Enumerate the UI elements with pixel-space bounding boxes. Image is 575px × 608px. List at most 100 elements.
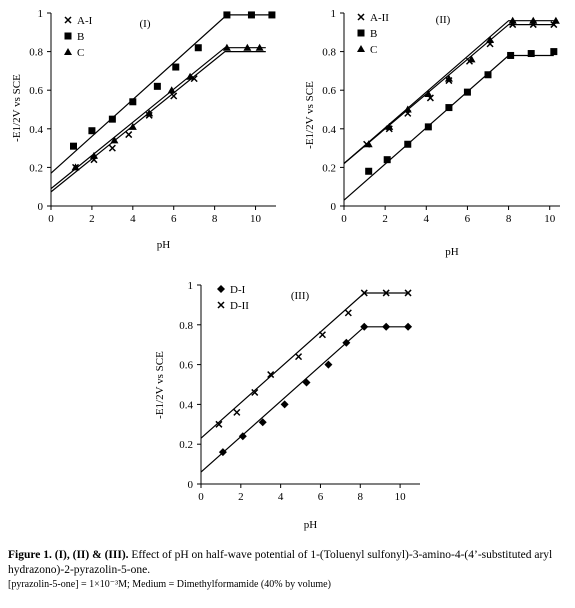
- data-point: [194, 44, 202, 52]
- data-point: [404, 322, 413, 331]
- caption-note: [pyrazolin-5-one] = 1×10⁻³M; Medium = Di…: [8, 579, 331, 590]
- data-point: [365, 167, 373, 175]
- fit-line-1: [343, 24, 554, 164]
- legend-entry: A-I: [77, 15, 93, 27]
- data-point: [508, 16, 517, 24]
- y-tick-label: 1: [38, 8, 44, 20]
- data-point: [424, 90, 433, 98]
- x-tick-label: 0: [48, 213, 54, 225]
- x-tick-label: 4: [130, 213, 136, 225]
- x-tick-label: 6: [171, 213, 177, 225]
- data-point: [486, 36, 495, 44]
- y-axis-label: -E1/2V vs SCE: [11, 74, 23, 142]
- y-tick-label: 0.2: [179, 439, 193, 451]
- legend-marker: [357, 29, 365, 37]
- x-tick-label: 2: [382, 213, 388, 225]
- figure-caption: Figure 1. (I), (II) & (III). Effect of p…: [8, 548, 570, 591]
- data-point: [223, 11, 231, 19]
- data-point: [403, 105, 412, 113]
- data-point: [463, 88, 471, 96]
- data-point: [484, 71, 492, 79]
- x-axis-label: pH: [157, 239, 171, 251]
- x-tick-label: 10: [395, 491, 407, 503]
- legend-marker: [357, 13, 365, 21]
- data-point: [527, 50, 535, 58]
- y-tick-label: 1: [331, 8, 337, 20]
- panel-label: (II): [436, 14, 451, 26]
- data-point: [251, 388, 259, 396]
- data-point: [186, 72, 195, 80]
- data-point: [89, 151, 98, 159]
- fit-line-1: [50, 50, 266, 193]
- fit-line-1: [200, 326, 409, 473]
- x-tick-label: 2: [89, 213, 95, 225]
- x-tick-label: 0: [341, 213, 347, 225]
- caption-text: Effect of pH on half-wave potential of 1…: [8, 549, 553, 576]
- data-point: [88, 127, 96, 135]
- y-tick-label: 0: [331, 201, 337, 213]
- x-tick-label: 6: [465, 213, 471, 225]
- x-tick-label: 4: [278, 491, 284, 503]
- y-tick-label: 0.8: [179, 320, 193, 332]
- data-point: [342, 338, 351, 347]
- data-point: [218, 448, 227, 457]
- data-point: [364, 140, 373, 148]
- data-point: [385, 122, 394, 130]
- legend-entry: D-I: [230, 284, 246, 296]
- data-point: [243, 43, 252, 51]
- y-tick-label: 0.6: [179, 360, 193, 372]
- data-point: [404, 140, 412, 148]
- legend-marker: [217, 285, 225, 293]
- y-tick-label: 0.2: [29, 162, 43, 174]
- data-point: [280, 400, 289, 409]
- data-point: [215, 420, 223, 428]
- panel-label: (III): [291, 290, 310, 302]
- data-point: [445, 104, 453, 112]
- data-point: [382, 289, 390, 297]
- x-tick-label: 8: [212, 213, 218, 225]
- data-point: [172, 63, 180, 71]
- x-axis-label: pH: [445, 246, 459, 258]
- data-point: [444, 74, 453, 82]
- legend-entry: C: [370, 44, 377, 56]
- data-point: [233, 408, 241, 416]
- data-point: [238, 432, 247, 441]
- y-tick-label: 1: [188, 280, 194, 292]
- data-point: [404, 289, 412, 297]
- y-tick-label: 0.6: [322, 85, 336, 97]
- data-point: [360, 289, 368, 297]
- y-tick-label: 0.4: [179, 399, 193, 411]
- data-point: [110, 136, 119, 144]
- data-point: [71, 163, 80, 171]
- data-point: [344, 309, 352, 317]
- legend-entry: A-II: [370, 12, 389, 24]
- legend-marker: [64, 48, 72, 55]
- data-point: [108, 115, 116, 123]
- x-tick-label: 10: [544, 213, 556, 225]
- data-point: [247, 11, 255, 19]
- x-tick-label: 0: [198, 491, 204, 503]
- x-axis-label: pH: [304, 519, 318, 531]
- x-tick-label: 8: [358, 491, 364, 503]
- caption-label: Figure 1. (I), (II) & (III).: [8, 549, 129, 561]
- data-point: [382, 322, 391, 331]
- data-point: [268, 11, 276, 19]
- data-point: [170, 92, 178, 100]
- y-tick-label: 0.8: [322, 47, 336, 59]
- legend-entry: B: [77, 31, 84, 43]
- data-point: [550, 48, 558, 56]
- data-point: [360, 322, 369, 331]
- y-axis-label: -E1/2V vs SCE: [154, 351, 166, 419]
- y-tick-label: 0.4: [322, 124, 336, 136]
- x-tick-label: 2: [238, 491, 244, 503]
- data-point: [324, 360, 333, 369]
- y-tick-label: 0.2: [322, 162, 336, 174]
- data-point: [255, 43, 264, 51]
- legend-marker: [357, 45, 365, 52]
- data-point: [295, 353, 303, 361]
- legend-marker: [64, 16, 72, 24]
- data-point: [424, 123, 432, 131]
